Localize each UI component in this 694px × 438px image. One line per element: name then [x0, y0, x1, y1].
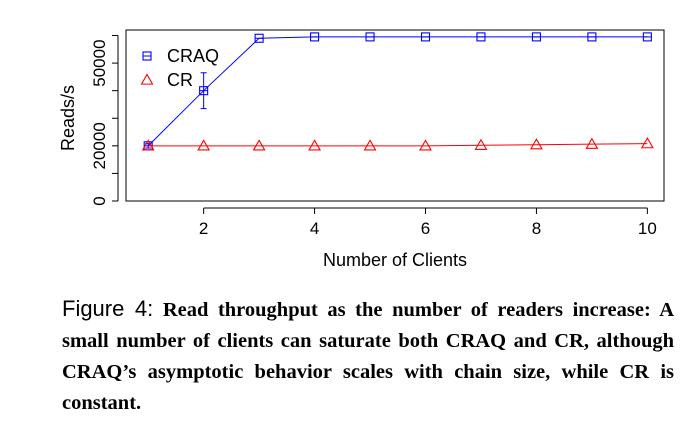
x-tick-label: 6	[421, 219, 430, 238]
data-point	[252, 139, 266, 151]
data-point	[365, 32, 375, 42]
caption-text: Read throughput as the number of readers…	[62, 299, 674, 414]
y-tick-label: 20000	[90, 122, 109, 169]
series-cr	[141, 137, 654, 151]
data-point	[587, 32, 597, 42]
x-tick-label: 4	[310, 219, 319, 238]
y-tick-label: 0	[90, 196, 109, 205]
legend-marker	[142, 51, 152, 61]
y-axis-title: Reads/s	[58, 85, 78, 151]
data-point	[141, 139, 155, 151]
series-line	[147, 36, 648, 147]
data-point	[197, 139, 211, 151]
x-tick-label: 10	[638, 219, 657, 238]
data-point	[363, 139, 377, 151]
data-point	[642, 32, 652, 42]
figure-label: Figure 4:	[62, 296, 154, 321]
data-point	[529, 138, 543, 150]
legend: CRAQ CR	[140, 46, 219, 90]
figure-caption: Figure 4: Read throughput as the number …	[62, 293, 674, 419]
data-point	[420, 32, 431, 42]
legend-label: CR	[167, 70, 193, 90]
data-point	[640, 137, 654, 149]
data-point	[310, 32, 320, 42]
plot-frame	[125, 29, 665, 202]
data-point	[585, 137, 599, 149]
data-point	[254, 33, 264, 43]
legend-label: CRAQ	[167, 46, 219, 66]
x-tick-label: 2	[199, 219, 208, 238]
y-tick-label: 50000	[90, 39, 109, 86]
series-layer	[141, 32, 654, 151]
legend-marker	[140, 73, 154, 85]
x-axis-title: Number of Clients	[323, 250, 467, 270]
x-axis: 2 4 6 8 10	[199, 207, 657, 238]
data-point	[476, 32, 486, 42]
x-tick-label: 8	[532, 219, 541, 238]
data-point	[419, 139, 432, 151]
line-chart: 2 4 6 8 10 0 20000 50000 CRAQ CR Number of Clie…	[58, 29, 665, 270]
data-point	[531, 32, 541, 42]
data-point	[199, 86, 209, 96]
data-point	[474, 138, 488, 150]
data-point	[308, 139, 322, 151]
y-axis: 0 20000 50000	[90, 35, 119, 206]
series-line	[148, 143, 648, 147]
series-craq	[143, 32, 652, 151]
